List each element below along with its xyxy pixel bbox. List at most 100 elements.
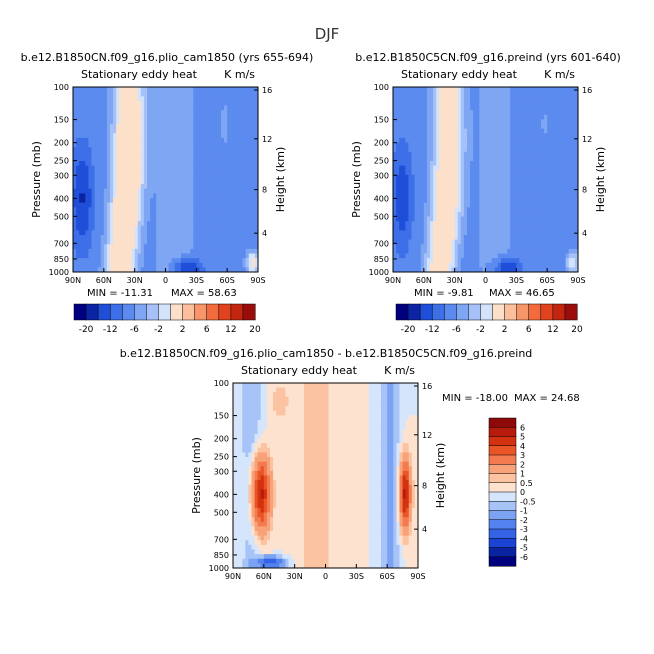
heatmap-cell bbox=[423, 230, 428, 236]
heatmap-cell bbox=[436, 184, 440, 190]
colorbar-swatch bbox=[540, 303, 554, 321]
heatmap-cell bbox=[227, 96, 231, 102]
heatmap-cell bbox=[408, 110, 412, 116]
heatmap-cell bbox=[125, 128, 129, 134]
heatmap-cell bbox=[125, 230, 129, 236]
heatmap-cell bbox=[180, 239, 185, 245]
heatmap-cell bbox=[110, 267, 114, 273]
heatmap-cell bbox=[556, 170, 560, 176]
heatmap-cell bbox=[227, 105, 231, 111]
heatmap-cell bbox=[414, 188, 419, 194]
heatmap-cell bbox=[187, 105, 191, 111]
heatmap-cell bbox=[162, 193, 166, 199]
heatmap-cell bbox=[214, 239, 219, 245]
heatmap-cell bbox=[433, 202, 437, 208]
heatmap-cell bbox=[457, 179, 462, 185]
heatmap-cell bbox=[433, 248, 437, 254]
heatmap-cell bbox=[184, 179, 188, 185]
heatmap-cell bbox=[147, 137, 151, 143]
heatmap-cell bbox=[122, 151, 126, 157]
heatmap-cell bbox=[565, 151, 570, 157]
heatmap-cell bbox=[423, 262, 428, 268]
heatmap-cell bbox=[106, 216, 111, 222]
heatmap-cell bbox=[128, 188, 132, 194]
heatmap-cell bbox=[574, 193, 579, 199]
heatmap-cell bbox=[128, 114, 132, 120]
heatmap-cell bbox=[460, 91, 465, 97]
heatmap-cell bbox=[205, 174, 210, 180]
heatmap-cell bbox=[125, 202, 129, 208]
heatmap-cell bbox=[433, 100, 437, 106]
heatmap-cell bbox=[140, 253, 145, 259]
heatmap-cell bbox=[211, 105, 216, 111]
heatmap-cell bbox=[485, 128, 489, 134]
heatmap-cell bbox=[451, 114, 456, 120]
heatmap-cell bbox=[147, 230, 151, 236]
heatmap-cell bbox=[519, 161, 523, 167]
heatmap-cell bbox=[165, 267, 169, 273]
heatmap-cell bbox=[140, 133, 145, 139]
heatmap-cell bbox=[482, 142, 486, 148]
heatmap-cell bbox=[211, 91, 216, 97]
heatmap-cell bbox=[106, 235, 111, 241]
heatmap-cell bbox=[97, 184, 102, 190]
heatmap-cell bbox=[211, 124, 216, 130]
heatmap-cell bbox=[451, 110, 456, 116]
heatmap-cell bbox=[463, 110, 468, 116]
heatmap-cell bbox=[528, 239, 533, 245]
heatmap-cell bbox=[245, 96, 250, 102]
heatmap-cell bbox=[174, 198, 179, 204]
heatmap-cell bbox=[396, 188, 400, 194]
heatmap-cell bbox=[399, 198, 403, 204]
heatmap-cell bbox=[113, 253, 117, 259]
heatmap-cell bbox=[116, 262, 120, 268]
heatmap-cell bbox=[208, 262, 213, 268]
heatmap-cell bbox=[473, 161, 477, 167]
heatmap-cell bbox=[106, 244, 111, 250]
heatmap-cell bbox=[507, 258, 511, 264]
heatmap-cell bbox=[214, 207, 219, 213]
heatmap-cell bbox=[467, 147, 471, 153]
colorbar-label: 2 bbox=[180, 325, 186, 335]
heatmap-cell bbox=[445, 137, 449, 143]
heatmap-cell bbox=[91, 262, 95, 268]
heatmap-cell bbox=[541, 87, 545, 93]
heatmap-cell bbox=[544, 235, 548, 241]
heatmap-cell bbox=[91, 207, 95, 213]
heatmap-cell bbox=[550, 133, 554, 139]
heatmap-cell bbox=[485, 119, 489, 125]
heatmap-cell bbox=[482, 225, 486, 231]
heatmap-cell bbox=[248, 179, 253, 185]
y-tick-label: 400 bbox=[374, 194, 389, 203]
heatmap-cell bbox=[396, 110, 400, 116]
heatmap-cell bbox=[113, 244, 117, 250]
heatmap-cell bbox=[131, 235, 136, 241]
heatmap-cell bbox=[150, 253, 154, 259]
heatmap-cell bbox=[180, 128, 185, 134]
heatmap-cell bbox=[411, 239, 415, 245]
heatmap-cell bbox=[500, 156, 505, 162]
heatmap-cell bbox=[91, 142, 95, 148]
heatmap-cell bbox=[396, 170, 400, 176]
heatmap-cell bbox=[497, 165, 502, 171]
heatmap-cell bbox=[174, 114, 179, 120]
heatmap-cell bbox=[134, 248, 139, 254]
heatmap-cell bbox=[97, 137, 102, 143]
heatmap-cell bbox=[488, 161, 493, 167]
heatmap-cell bbox=[396, 87, 400, 93]
heatmap-cell bbox=[125, 267, 129, 273]
heatmap-cell bbox=[245, 100, 250, 106]
heatmap-cell bbox=[168, 124, 173, 130]
heatmap-cell bbox=[116, 188, 120, 194]
heatmap-cell bbox=[140, 91, 145, 97]
heatmap-cell bbox=[113, 105, 117, 111]
heatmap-cell bbox=[396, 161, 400, 167]
heatmap-cell bbox=[436, 225, 440, 231]
heatmap-cell bbox=[491, 161, 496, 167]
heatmap-cell bbox=[504, 216, 508, 222]
heatmap-cell bbox=[242, 193, 247, 199]
heatmap-cell bbox=[451, 198, 456, 204]
y-tick-label: 200 bbox=[54, 139, 69, 148]
heatmap-cell bbox=[106, 147, 111, 153]
heatmap-cell bbox=[448, 258, 452, 264]
